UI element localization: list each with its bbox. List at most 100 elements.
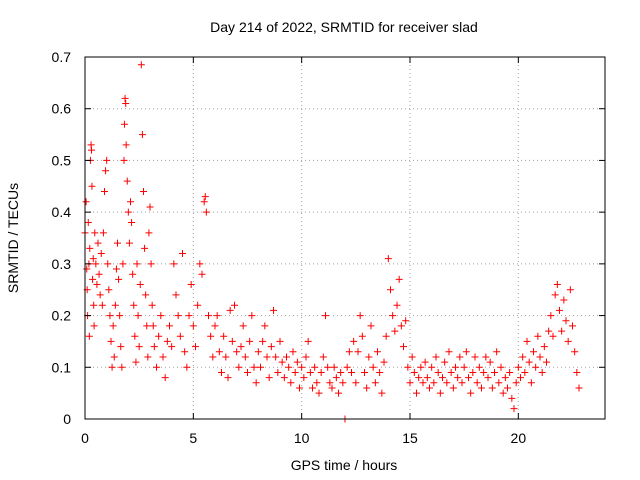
x-tick-label: 15 [402, 430, 418, 446]
data-point-marker [304, 337, 312, 345]
data-point-marker [410, 368, 418, 376]
data-point-marker [226, 306, 234, 314]
data-point-marker [263, 353, 271, 361]
data-point-marker [497, 363, 505, 371]
data-point-marker [122, 141, 130, 149]
data-point-marker [378, 389, 386, 397]
data-point-marker [423, 374, 431, 382]
data-point-marker [339, 379, 347, 387]
y-tick-label: 0.5 [52, 152, 72, 168]
data-point-marker [298, 363, 306, 371]
data-point-marker [419, 379, 427, 387]
data-point-marker [159, 353, 167, 361]
data-point-marker [118, 363, 126, 371]
data-point-marker [354, 348, 362, 356]
data-point-marker [194, 301, 202, 309]
data-point-marker [90, 322, 98, 330]
data-point-marker [439, 374, 446, 382]
data-point-marker [127, 198, 134, 206]
data-point-marker [224, 374, 232, 382]
data-point-marker [441, 358, 449, 366]
data-point-marker [84, 218, 92, 226]
data-point-marker [350, 337, 358, 345]
data-point-marker [302, 353, 310, 361]
data-point-marker [102, 167, 110, 175]
data-point-marker [95, 270, 103, 278]
data-point-marker [517, 374, 524, 382]
data-point-marker [267, 343, 275, 351]
data-point-marker [207, 332, 215, 340]
data-point-marker [521, 368, 529, 376]
data-point-marker [547, 312, 555, 320]
data-point-marker [512, 379, 520, 387]
data-point-marker [564, 337, 572, 345]
data-point-marker [94, 239, 102, 247]
data-point-marker [147, 260, 155, 268]
data-point-marker [553, 281, 561, 289]
data-point-marker [400, 343, 407, 351]
plot-frame [84, 56, 606, 420]
tick-labels: 0 5 10 15 20 0 0.1 0.2 0.3 0.4 0.5 0.6 0.7 [52, 49, 527, 446]
data-point-marker [374, 348, 381, 356]
grid-lines [85, 57, 605, 419]
data-point-marker [153, 363, 160, 371]
data-point-marker [573, 368, 581, 376]
data-point-marker [443, 379, 451, 387]
y-tick-label: 0.2 [52, 308, 72, 324]
data-point-marker [569, 322, 576, 330]
data-point-marker [530, 348, 537, 356]
data-point-marker [248, 312, 256, 320]
x-tick-label: 0 [81, 430, 89, 446]
data-point-marker [183, 363, 191, 371]
data-point-marker [306, 368, 314, 376]
data-point-marker [289, 348, 297, 356]
data-point-marker [185, 312, 193, 320]
data-point-marker [343, 363, 351, 371]
data-point-marker [458, 379, 466, 387]
data-point-marker [254, 348, 262, 356]
data-point-marker [111, 301, 119, 309]
data-point-marker [241, 353, 249, 361]
data-point-marker [98, 301, 106, 309]
data-point-marker [222, 353, 230, 361]
data-point-marker [335, 389, 342, 397]
data-point-marker [220, 332, 228, 340]
data-point-marker [189, 322, 197, 330]
data-point-marker [170, 260, 178, 268]
points-layer [81, 61, 583, 423]
data-point-marker [445, 348, 453, 356]
data-point-marker [201, 193, 209, 201]
data-point-marker [540, 343, 548, 351]
data-point-marker [478, 384, 485, 392]
data-point-marker [532, 363, 540, 371]
data-point-marker [88, 182, 96, 190]
data-point-marker [538, 368, 546, 376]
data-point-marker [109, 322, 117, 330]
data-point-marker [172, 291, 180, 299]
data-point-marker [82, 198, 90, 206]
data-point-marker [192, 343, 199, 351]
data-point-marker [259, 337, 267, 345]
data-point-marker [89, 255, 97, 263]
data-point-marker [296, 384, 303, 392]
data-point-marker [393, 301, 401, 309]
data-point-marker [348, 368, 355, 376]
data-point-marker [239, 322, 247, 330]
data-point-marker [484, 374, 492, 382]
data-point-marker [280, 374, 288, 382]
data-point-marker [566, 286, 574, 294]
data-point-marker [426, 384, 433, 392]
data-point-marker [293, 358, 301, 366]
data-point-marker [456, 353, 464, 361]
data-point-marker [319, 353, 327, 361]
data-point-marker [123, 177, 131, 185]
data-point-marker [196, 260, 204, 268]
axis-ticks [84, 56, 605, 420]
data-point-marker [454, 374, 462, 382]
data-point-marker [209, 353, 217, 361]
y-tick-label: 0 [63, 411, 71, 427]
data-point-marker [163, 337, 171, 345]
data-point-marker [130, 301, 138, 309]
data-point-marker [465, 374, 472, 382]
